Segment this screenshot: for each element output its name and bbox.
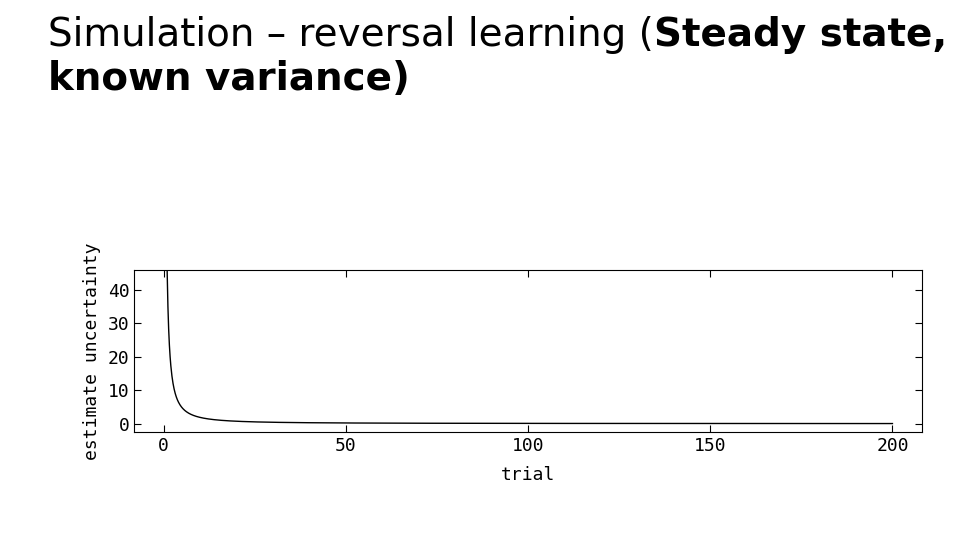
Text: Simulation – reversal learning (: Simulation – reversal learning ( bbox=[48, 16, 654, 54]
Text: known variance): known variance) bbox=[48, 60, 410, 98]
X-axis label: trial: trial bbox=[501, 466, 555, 484]
Text: Steady state,: Steady state, bbox=[654, 16, 947, 54]
Y-axis label: estimate uncertainty: estimate uncertainty bbox=[83, 242, 101, 460]
